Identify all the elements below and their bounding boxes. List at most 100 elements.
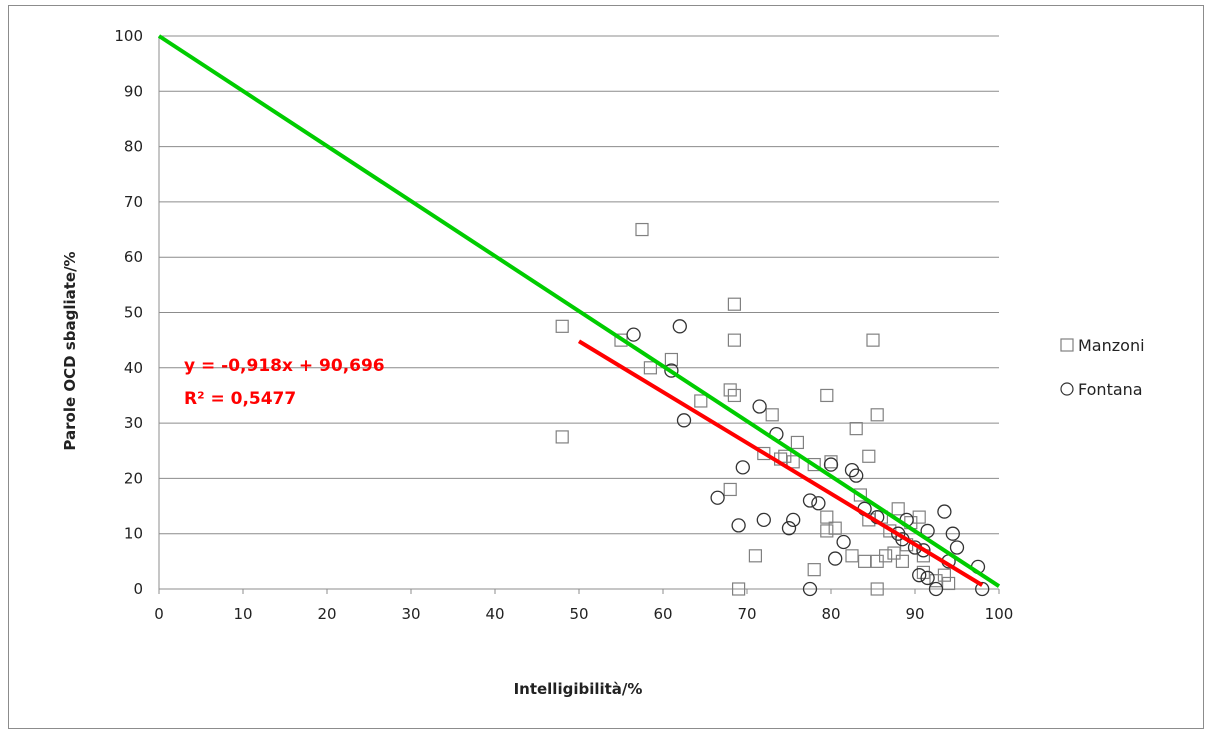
x-tick-label: 20 [317,605,336,623]
trend-lines [157,34,1001,588]
point-fontana [676,413,692,428]
point-fontana [664,363,679,378]
legend: Manzoni Fontana [1060,336,1145,399]
legend-marker-fontana [1060,382,1074,396]
reference-line [157,34,1001,588]
point-manzoni [887,546,901,560]
point-fontana [752,399,767,414]
x-tick-label: 10 [233,605,252,623]
point-manzoni [790,435,805,450]
point-manzoni [820,524,834,538]
gridlines [159,35,999,535]
point-manzoni [878,549,893,563]
point-manzoni [694,394,708,408]
point-manzoni [635,222,649,237]
point-manzoni [845,549,859,563]
point-fontana [802,581,818,597]
point-manzoni [664,352,679,367]
point-manzoni [807,563,821,577]
point-manzoni [723,482,737,497]
point-fontana [928,581,944,597]
point-manzoni [748,549,763,563]
y-tick-label: 0 [133,580,143,598]
legend-label-fontana: Fontana [1078,380,1143,399]
point-manzoni [555,430,569,444]
regression-line [577,339,984,587]
point-manzoni [731,582,746,596]
point-manzoni [853,488,868,502]
point-fontana [672,319,687,334]
point-manzoni [786,455,800,469]
point-manzoni [727,388,742,403]
x-axis-title: Intelligibilità/% [514,680,643,698]
point-fontana [756,512,771,528]
point-manzoni [912,510,926,524]
scatter-chart: 0 10 20 30 40 50 60 70 80 90 100 0 10 20 30 40 50 60 70 80… [61,27,1145,698]
legend-label-manzoni: Manzoni [1078,336,1145,355]
y-tick-labels: 0 10 20 30 40 50 60 70 80 90 100 [114,27,143,598]
y-tick-label: 90 [124,82,143,100]
legend-marker-manzoni [1060,338,1074,352]
point-manzoni [643,361,658,375]
y-tick-label: 80 [124,138,143,156]
point-manzoni [862,449,876,463]
x-tick-label: 50 [569,605,588,623]
chart-frame: 0 10 20 30 40 50 60 70 80 90 100 0 10 20 30 40 50 60 70 80… [8,5,1204,729]
y-tick-label: 10 [124,525,143,543]
point-fontana [975,581,990,597]
point-manzoni [937,568,952,582]
point-manzoni [849,422,863,436]
y-tick-label: 50 [124,304,143,322]
point-manzoni [891,502,905,516]
x-tick-label: 100 [985,605,1014,623]
y-tick-label: 30 [124,414,143,432]
point-fontana [912,568,927,583]
point-manzoni [757,446,771,461]
x-tick-label: 60 [653,605,672,623]
point-manzoni [727,333,742,347]
point-fontana [802,493,818,508]
y-tick-label: 100 [114,27,143,45]
point-fontana [731,518,746,533]
data-points [555,222,990,597]
point-manzoni [555,319,569,333]
point-manzoni [820,388,834,403]
point-manzoni [807,457,821,472]
x-tick-label: 80 [821,605,840,623]
y-tick-label: 40 [124,359,143,377]
y-tick-label: 20 [124,469,143,487]
point-fontana [735,460,750,475]
point-fontana [786,512,801,528]
x-tick-label: 30 [401,605,420,623]
axes [158,36,1000,594]
x-tick-label: 40 [485,605,504,623]
point-manzoni [857,554,872,568]
point-fontana [836,534,851,550]
y-axis-title: Parole OCD sbagliate/% [61,251,79,450]
point-fontana [781,521,797,536]
point-manzoni [870,408,884,422]
point-fontana [916,543,931,558]
x-tick-label: 70 [737,605,756,623]
point-manzoni [765,408,779,422]
point-fontana [937,504,952,519]
x-tick-label: 90 [905,605,924,623]
regression-equation: y = -0,918x + 90,696 [184,356,385,376]
point-manzoni [614,333,628,347]
point-manzoni [870,582,884,596]
point-manzoni [895,554,910,568]
point-fontana [710,490,725,505]
point-fontana [849,468,864,483]
point-manzoni [828,521,842,535]
point-manzoni [727,297,742,311]
x-tick-label: 0 [154,605,164,623]
point-manzoni [916,565,931,580]
point-fontana [828,551,843,566]
point-manzoni [941,576,956,591]
point-fontana [945,526,960,541]
x-tick-labels: 0 10 20 30 40 50 60 70 80 90 100 [154,605,1013,623]
point-manzoni [866,333,880,347]
y-tick-label: 60 [124,248,143,266]
point-fontana [811,496,826,511]
r-squared-label: R² = 0,5477 [184,389,296,409]
